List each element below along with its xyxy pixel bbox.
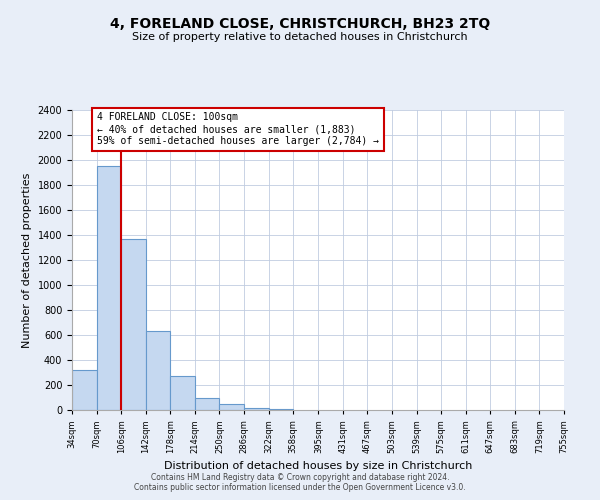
Text: 4, FORELAND CLOSE, CHRISTCHURCH, BH23 2TQ: 4, FORELAND CLOSE, CHRISTCHURCH, BH23 2T… bbox=[110, 18, 490, 32]
Bar bbox=[146, 331, 170, 410]
Bar bbox=[244, 408, 269, 410]
Text: Size of property relative to detached houses in Christchurch: Size of property relative to detached ho… bbox=[132, 32, 468, 42]
Bar bbox=[220, 404, 244, 410]
X-axis label: Distribution of detached houses by size in Christchurch: Distribution of detached houses by size … bbox=[164, 462, 472, 471]
Bar bbox=[269, 409, 293, 410]
Text: Contains public sector information licensed under the Open Government Licence v3: Contains public sector information licen… bbox=[134, 484, 466, 492]
Bar bbox=[121, 239, 146, 410]
Y-axis label: Number of detached properties: Number of detached properties bbox=[22, 172, 32, 348]
Text: 4 FORELAND CLOSE: 100sqm
← 40% of detached houses are smaller (1,883)
59% of sem: 4 FORELAND CLOSE: 100sqm ← 40% of detach… bbox=[97, 112, 379, 146]
Bar bbox=[72, 370, 97, 410]
Bar bbox=[170, 376, 195, 410]
Text: Contains HM Land Registry data © Crown copyright and database right 2024.: Contains HM Land Registry data © Crown c… bbox=[151, 474, 449, 482]
Bar bbox=[97, 166, 121, 410]
Bar bbox=[195, 398, 220, 410]
